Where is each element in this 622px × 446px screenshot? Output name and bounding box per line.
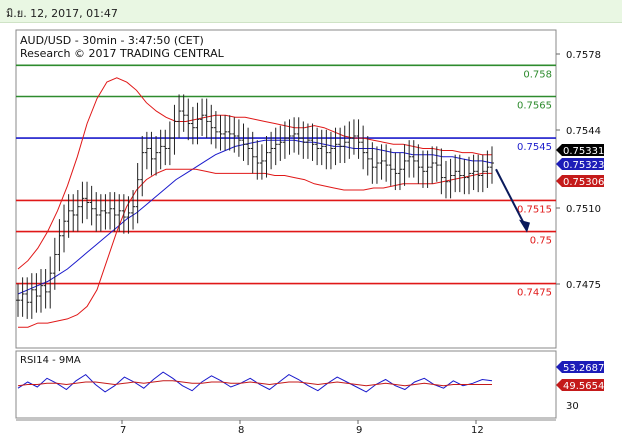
rsi-tag-value: 49.5654	[563, 381, 604, 392]
level-label: 0.7515	[517, 204, 552, 215]
y-tick-label: 0.7578	[566, 50, 601, 61]
bollinger-band-line	[17, 77, 492, 270]
rsi-title: RSI14 - 9MA	[20, 355, 81, 366]
level-label: 0.7565	[517, 101, 552, 112]
level-label: 0.7475	[517, 288, 552, 299]
bollinger-band-line	[18, 168, 492, 328]
level-label: 0.758	[523, 69, 552, 80]
y-tick-label: 0.7544	[566, 126, 601, 137]
level-label: 0.75	[530, 236, 552, 247]
rsi-tag-bg	[556, 379, 604, 391]
header-bar: มิ.ย. 12, 2017, 01:47	[0, 0, 622, 23]
moving-average-line	[17, 139, 493, 295]
forecast-arrow-head	[519, 219, 530, 233]
chart-title: AUD/USD - 30min - 3:47:50 (CET)	[20, 34, 204, 47]
rsi-tag-bg	[556, 361, 604, 373]
level-label: 0.7545	[517, 142, 552, 153]
forecast-arrow-line	[495, 168, 526, 227]
x-tick-label: 8	[238, 425, 244, 436]
price-tag-value: 0.75331	[563, 146, 604, 157]
rsi-line	[17, 371, 493, 393]
y-tick-label: 0.7510	[566, 204, 601, 215]
chart-subtitle: Research © 2017 TRADING CENTRAL	[20, 47, 225, 60]
price-tag-bg	[556, 144, 604, 156]
x-tick-label: 7	[120, 425, 126, 436]
rsi-ma-line	[17, 380, 492, 387]
price-panel-frame	[15, 29, 557, 349]
y-tick-label: 0.7475	[566, 280, 601, 291]
price-tag-value: 0.75306	[563, 177, 604, 188]
price-tag-bg	[556, 158, 604, 170]
price-tag-value: 0.75323	[563, 160, 604, 171]
x-tick-label: 12	[471, 425, 484, 436]
timestamp: มิ.ย. 12, 2017, 01:47	[6, 7, 118, 20]
price-tag-bg	[556, 175, 604, 187]
x-tick-label: 9	[356, 425, 362, 436]
rsi-tick-label: 30	[566, 401, 579, 412]
rsi-tag-value: 53.2687	[563, 363, 604, 374]
